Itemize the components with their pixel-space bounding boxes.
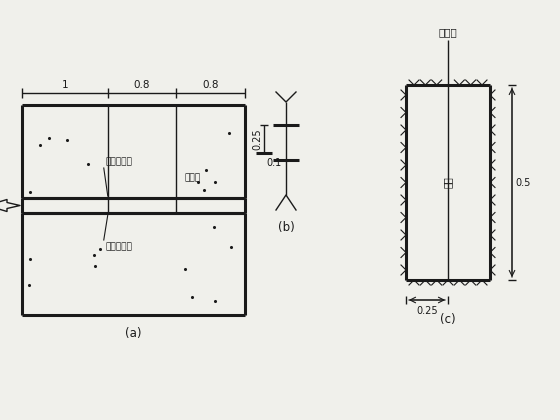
Text: (a): (a) <box>125 326 142 339</box>
Text: 0.1: 0.1 <box>266 158 281 168</box>
Text: 0.25: 0.25 <box>416 306 438 316</box>
Point <box>25 281 34 288</box>
Point <box>200 187 209 194</box>
Text: 0.5: 0.5 <box>515 178 530 187</box>
Point <box>83 160 92 167</box>
Text: 0.8: 0.8 <box>203 80 219 90</box>
Point <box>227 244 236 250</box>
Point <box>91 262 100 269</box>
Text: 第一道止水: 第一道止水 <box>106 157 133 166</box>
Point <box>209 223 218 230</box>
Point <box>225 129 234 136</box>
Point <box>211 297 220 304</box>
Point <box>26 188 35 195</box>
Text: 0.8: 0.8 <box>134 80 150 90</box>
Point <box>188 294 197 300</box>
Text: (c): (c) <box>440 313 456 326</box>
Text: 排水井: 排水井 <box>184 173 200 183</box>
Text: (b): (b) <box>278 221 295 234</box>
Point <box>180 266 189 273</box>
Point <box>96 246 105 253</box>
Point <box>210 178 219 185</box>
Point <box>194 179 203 186</box>
Text: 第二道止水: 第二道止水 <box>106 242 133 251</box>
Text: 止水片: 止水片 <box>438 27 458 37</box>
Point <box>201 166 210 173</box>
Point <box>63 136 72 143</box>
Point <box>90 251 99 258</box>
Point <box>36 142 45 148</box>
Point <box>25 256 34 262</box>
Text: 0.25: 0.25 <box>252 128 262 150</box>
Text: 中间: 中间 <box>443 177 453 189</box>
Text: 1: 1 <box>62 80 68 90</box>
Point <box>44 134 53 141</box>
